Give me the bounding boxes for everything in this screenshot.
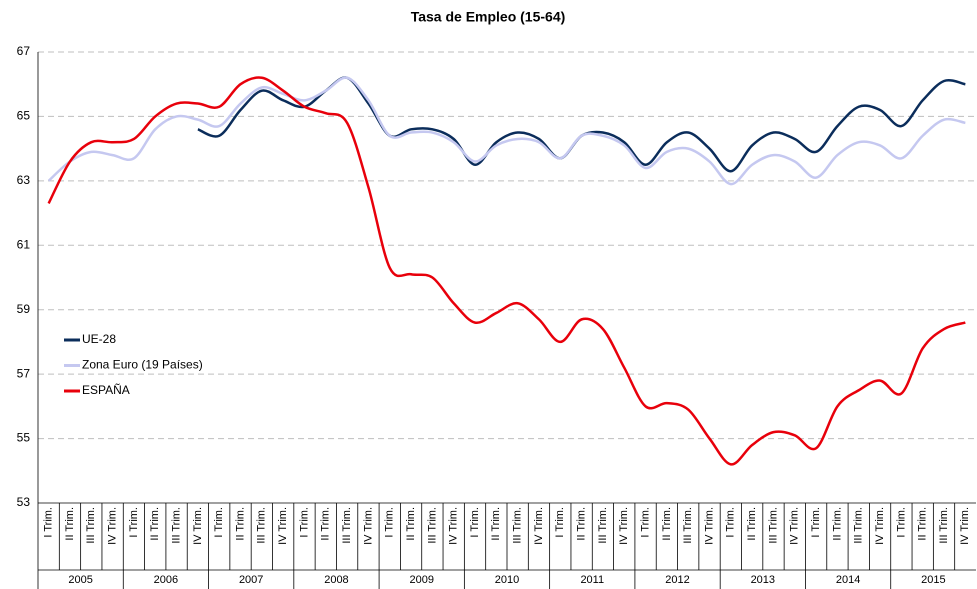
x-tick-label: III Trim. (853, 507, 865, 544)
x-tick-label: I Trim. (554, 507, 566, 538)
group-label: 2015 (921, 574, 945, 586)
x-tick-label: III Trim. (170, 507, 182, 544)
group-label: 2005 (68, 574, 92, 586)
x-tick-label: II Trim. (576, 507, 588, 541)
x-tick-label: IV Trim. (192, 507, 204, 545)
x-tick-label: II Trim. (234, 507, 246, 541)
x-tick-label: II Trim. (831, 507, 843, 541)
x-tick-label: I Trim. (810, 507, 822, 538)
x-tick-label: II Trim. (64, 507, 76, 541)
x-tick-label: I Trim. (384, 507, 396, 538)
y-tick-label: 67 (17, 44, 31, 58)
group-label: 2008 (324, 574, 348, 586)
x-tick-label: I Trim. (43, 507, 55, 538)
group-label: 2013 (751, 574, 775, 586)
y-tick-label: 65 (17, 109, 31, 123)
group-label: 2011 (580, 574, 604, 586)
y-tick-label: 57 (17, 366, 31, 380)
x-tick-label: III Trim. (597, 507, 609, 544)
chart-title: Tasa de Empleo (15-64) (411, 9, 566, 25)
group-label: 2010 (495, 574, 519, 586)
y-tick-label: 53 (17, 495, 31, 509)
group-label: 2006 (154, 574, 178, 586)
x-tick-label: IV Trim. (277, 507, 289, 545)
x-tick-label: I Trim. (213, 507, 225, 538)
legend-label: Zona Euro (19 Países) (82, 358, 203, 372)
x-tick-label: IV Trim. (362, 507, 374, 545)
group-label: 2007 (239, 574, 263, 586)
x-tick-label: I Trim. (895, 507, 907, 538)
x-tick-label: II Trim. (320, 507, 332, 541)
legend-label: ESPAÑA (82, 383, 130, 397)
legend-label: UE-28 (82, 332, 116, 346)
x-tick-label: IV Trim. (874, 507, 886, 545)
y-tick-label: 63 (17, 173, 31, 187)
group-label: 2009 (409, 574, 433, 586)
x-tick-label: III Trim. (85, 507, 97, 544)
x-tick-label: IV Trim. (703, 507, 715, 545)
y-tick-label: 61 (17, 237, 31, 251)
y-tick-label: 55 (17, 431, 31, 445)
x-tick-label: III Trim. (426, 507, 438, 544)
x-tick-label: IV Trim. (789, 507, 801, 545)
x-tick-label: IV Trim. (533, 507, 545, 545)
x-tick-label: III Trim. (938, 507, 950, 544)
x-tick-label: IV Trim. (107, 507, 119, 545)
x-tick-label: IV Trim. (448, 507, 460, 545)
x-tick-label: I Trim. (639, 507, 651, 538)
x-tick-label: II Trim. (490, 507, 502, 541)
x-tick-label: II Trim. (405, 507, 417, 541)
group-label: 2014 (836, 574, 860, 586)
x-tick-label: I Trim. (298, 507, 310, 538)
series-line (47, 76, 966, 466)
x-tick-label: IV Trim. (618, 507, 630, 545)
x-tick-label: III Trim. (256, 507, 268, 544)
x-tick-label: IV Trim. (959, 507, 971, 545)
x-tick-label: III Trim. (767, 507, 779, 544)
x-tick-label: II Trim. (149, 507, 161, 541)
x-tick-label: III Trim. (341, 507, 353, 544)
series-line (197, 76, 966, 173)
x-tick-label: I Trim. (725, 507, 737, 538)
y-tick-label: 59 (17, 302, 31, 316)
x-tick-label: II Trim. (661, 507, 673, 541)
x-tick-label: III Trim. (512, 507, 524, 544)
group-label: 2012 (665, 574, 689, 586)
x-tick-label: I Trim. (469, 507, 481, 538)
x-tick-label: II Trim. (917, 507, 929, 541)
x-tick-label: II Trim. (746, 507, 758, 541)
x-tick-label: III Trim. (682, 507, 694, 544)
series-line (47, 76, 966, 186)
x-tick-label: I Trim. (128, 507, 140, 538)
